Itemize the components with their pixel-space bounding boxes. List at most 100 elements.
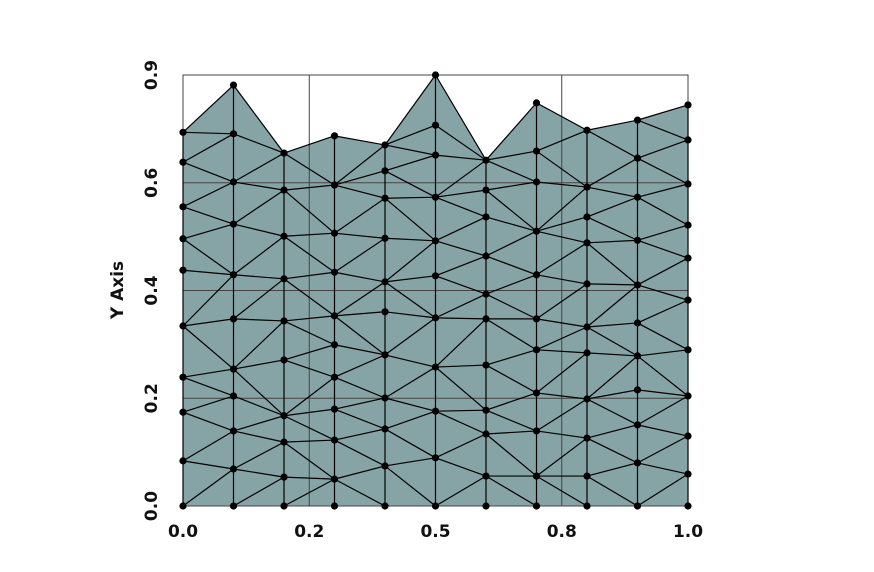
mesh-edge	[283, 315, 335, 322]
mesh-edge	[536, 430, 588, 439]
mesh-edge	[637, 395, 689, 426]
mesh-node	[229, 271, 238, 279]
edges	[182, 74, 689, 507]
mesh-edge	[182, 223, 234, 240]
mesh-edge	[485, 159, 537, 183]
mesh-edge	[637, 257, 689, 286]
mesh-node	[330, 132, 339, 140]
mesh-edge	[586, 352, 638, 357]
mesh-edge	[384, 124, 436, 146]
mesh-edge	[485, 274, 537, 295]
mesh-edge	[384, 196, 436, 199]
mesh-edge	[485, 430, 537, 435]
mesh-edge	[283, 344, 335, 361]
y-axis-label: Y Axis	[108, 261, 128, 320]
mesh-edge	[637, 157, 689, 185]
mesh-edge	[435, 457, 487, 477]
mesh-edge	[334, 315, 386, 356]
mesh-edge	[334, 281, 386, 317]
mesh-edge	[485, 364, 537, 394]
x-tick-label: 0.5	[420, 522, 450, 542]
mesh-edge	[283, 152, 335, 186]
mesh-edge	[384, 317, 436, 356]
mesh-edge	[182, 395, 234, 413]
mesh-edge	[435, 475, 487, 507]
mesh-edge	[586, 355, 638, 400]
mesh-node	[583, 323, 591, 331]
mesh-edge	[233, 468, 285, 478]
mesh-node	[431, 151, 440, 159]
mesh-node	[229, 365, 238, 373]
mesh-node	[280, 412, 288, 420]
mesh-edge	[182, 161, 234, 183]
mesh-node	[482, 156, 490, 164]
mesh-node	[431, 502, 440, 510]
mesh-edge	[283, 359, 335, 378]
mesh-node	[280, 232, 288, 240]
mesh-node	[684, 502, 692, 510]
mesh-edge	[384, 275, 436, 283]
mesh-edge	[536, 186, 588, 232]
mesh-node	[684, 392, 692, 400]
mesh-edge	[334, 344, 386, 356]
mesh-edge	[233, 223, 285, 237]
mesh-edge	[384, 366, 436, 399]
mesh-edge	[384, 281, 436, 319]
mesh-edge	[334, 376, 386, 399]
mesh-edge	[233, 415, 285, 432]
mesh-node	[583, 434, 591, 442]
mesh-node	[583, 280, 591, 288]
mesh-node	[684, 180, 692, 188]
mesh-edge	[536, 475, 588, 507]
mesh-edge	[283, 415, 335, 441]
mesh-edge	[283, 476, 335, 480]
mesh-edge	[233, 441, 285, 470]
mesh-node	[179, 128, 187, 136]
mesh-edge	[233, 395, 285, 417]
mesh-edge	[233, 235, 285, 276]
mesh-node	[431, 71, 440, 79]
mesh-node	[482, 213, 490, 221]
mesh-edge	[485, 230, 537, 257]
mesh-node	[684, 101, 692, 109]
mesh-edge	[637, 473, 689, 507]
mesh-edge	[536, 150, 588, 188]
mesh-edge	[283, 376, 335, 417]
mesh-edge	[536, 242, 588, 276]
mesh-edge	[637, 183, 689, 198]
mesh-edge	[182, 206, 234, 225]
mesh-node	[381, 394, 389, 402]
mesh-node	[684, 346, 692, 354]
mesh-edge	[637, 139, 689, 159]
mesh-node	[633, 154, 642, 162]
mesh-node	[330, 268, 339, 276]
mesh-edge	[334, 428, 386, 441]
mesh-edge	[637, 462, 689, 475]
mesh-edge	[485, 433, 537, 477]
mesh-edge	[586, 326, 638, 357]
mesh-edge	[637, 104, 689, 121]
mesh-edge	[334, 184, 386, 199]
mesh-node	[684, 470, 692, 478]
mesh-node	[532, 227, 541, 235]
mesh-edge	[536, 230, 588, 244]
mesh-edge	[334, 237, 386, 273]
mesh-edge	[233, 320, 285, 370]
mesh-node	[633, 352, 642, 360]
mesh-edge	[435, 255, 487, 277]
mesh-edge	[586, 398, 638, 426]
mesh-edge	[233, 368, 285, 417]
mesh-edge	[334, 170, 386, 186]
mesh-node	[431, 407, 440, 415]
mesh-edge	[586, 216, 638, 241]
mesh-edge	[536, 437, 588, 477]
mesh-edge	[283, 232, 335, 237]
mesh-edge	[434, 74, 487, 161]
mesh-edge	[637, 435, 689, 464]
mesh-node	[532, 346, 541, 354]
mesh-edge	[536, 392, 588, 400]
mesh-node	[229, 392, 238, 400]
mesh-edge	[536, 352, 588, 394]
mesh-edge	[586, 284, 638, 328]
